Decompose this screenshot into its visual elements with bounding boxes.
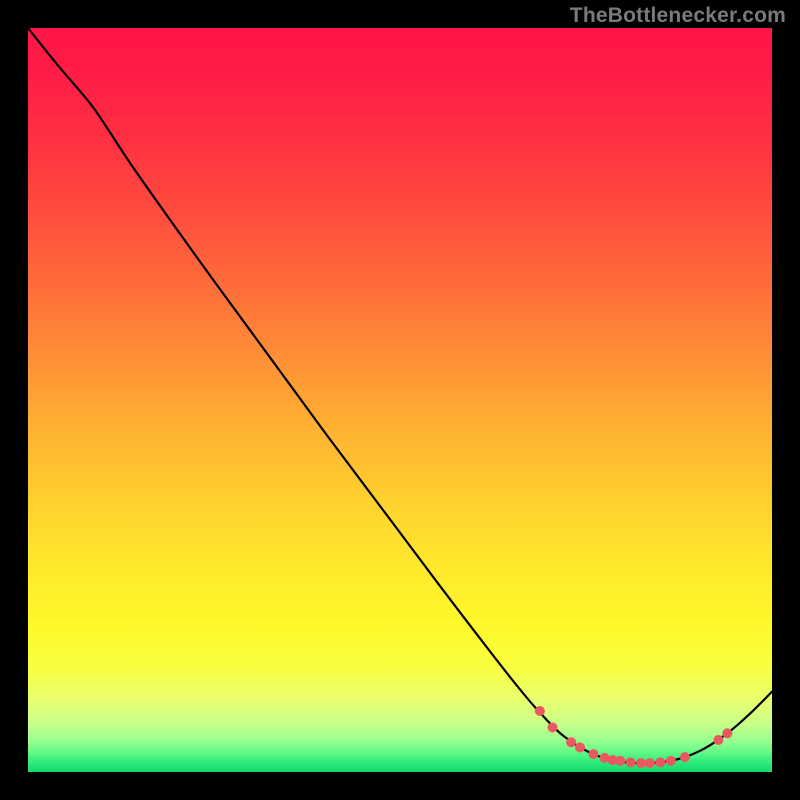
- data-marker: [666, 756, 676, 766]
- data-marker: [626, 757, 636, 767]
- data-marker: [615, 756, 625, 766]
- data-marker: [588, 749, 598, 759]
- data-marker: [645, 758, 655, 768]
- plot-background: [28, 28, 772, 772]
- data-marker: [566, 737, 576, 747]
- data-marker: [655, 757, 665, 767]
- chart-container: { "watermark": { "text": "TheBottlenecke…: [0, 0, 800, 800]
- data-marker: [680, 752, 690, 762]
- data-marker: [575, 742, 585, 752]
- data-marker: [636, 758, 646, 768]
- data-marker: [722, 728, 732, 738]
- data-marker: [713, 735, 723, 745]
- watermark-text: TheBottlenecker.com: [570, 4, 786, 28]
- data-marker: [535, 706, 545, 716]
- bottleneck-chart: [0, 0, 800, 800]
- data-marker: [548, 722, 558, 732]
